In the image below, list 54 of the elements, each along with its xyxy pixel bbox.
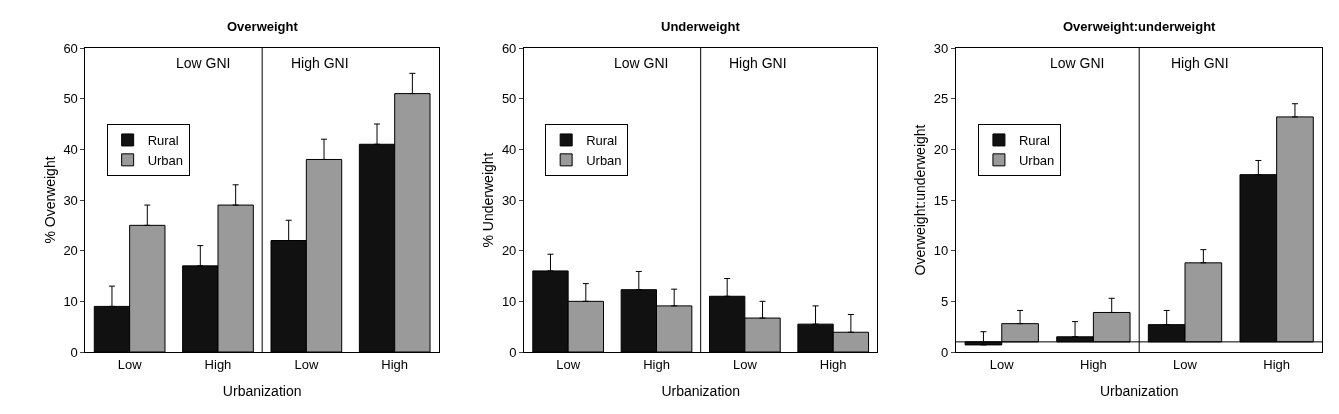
y-tick-label: 50 bbox=[501, 91, 517, 107]
legend-label: Rural bbox=[1018, 133, 1051, 149]
annotation: Low GNI bbox=[614, 55, 669, 71]
x-tick-label: High bbox=[204, 356, 232, 372]
y-axis-title: Overweight:underweight bbox=[912, 124, 929, 276]
x-tick-label: Low bbox=[556, 356, 581, 372]
annotation: High GNI bbox=[1171, 55, 1229, 71]
x-tick-label: Low bbox=[1173, 356, 1198, 372]
y-tick-label: 30 bbox=[933, 40, 949, 56]
y-tick-label: 25 bbox=[933, 91, 949, 107]
y-tick-label: 20 bbox=[63, 243, 78, 259]
annotation: High GNI bbox=[291, 55, 349, 71]
y-tick-label: 50 bbox=[63, 91, 78, 107]
y-tick-label: 30 bbox=[63, 192, 78, 208]
y-axis-title: % Underweight bbox=[480, 152, 497, 248]
legend-label: Urban bbox=[586, 152, 622, 168]
chart-title: Overweight bbox=[227, 19, 299, 34]
y-tick-label: 60 bbox=[63, 40, 78, 56]
y-tick-label: 10 bbox=[933, 243, 949, 259]
y-tick-label: 0 bbox=[70, 344, 78, 360]
x-tick-label: Low bbox=[732, 356, 758, 372]
chart-title: Underweight bbox=[661, 19, 741, 34]
chart-title: Overweight:underweight bbox=[1063, 19, 1217, 34]
y-tick-label: 40 bbox=[63, 141, 78, 157]
annotation: Low GNI bbox=[176, 55, 231, 71]
legend-label: Rural bbox=[147, 133, 179, 149]
x-tick-label: High bbox=[819, 356, 847, 372]
legend-label: Rural bbox=[586, 133, 618, 149]
y-tick-label: 30 bbox=[501, 192, 517, 208]
y-tick-label: 10 bbox=[63, 293, 78, 309]
x-axis-title: Urbanization bbox=[222, 382, 302, 399]
x-tick-label: High bbox=[643, 356, 670, 372]
y-tick-label: 15 bbox=[933, 192, 949, 208]
x-tick-label: High bbox=[1080, 356, 1107, 372]
x-axis-title: Urbanization bbox=[661, 382, 740, 399]
y-tick-label: 0 bbox=[941, 344, 949, 360]
y-tick-label: 10 bbox=[501, 293, 517, 309]
x-tick-label: High bbox=[381, 356, 409, 372]
x-tick-label: Low bbox=[117, 356, 143, 372]
x-tick-label: Low bbox=[989, 356, 1015, 372]
y-tick-label: 60 bbox=[501, 40, 517, 56]
legend-label: Urban bbox=[1018, 152, 1055, 168]
x-tick-label: High bbox=[1263, 356, 1291, 372]
y-tick-label: 5 bbox=[941, 293, 949, 309]
y-tick-label: 40 bbox=[501, 141, 517, 157]
x-axis-title: Urbanization bbox=[1099, 382, 1179, 399]
annotation: High GNI bbox=[729, 55, 787, 71]
y-tick-label: 20 bbox=[501, 243, 517, 259]
annotation: Low GNI bbox=[1050, 55, 1105, 71]
x-tick-label: Low bbox=[294, 356, 319, 372]
y-axis-title: % Overweight bbox=[41, 156, 58, 244]
legend-label: Urban bbox=[147, 152, 184, 168]
y-tick-label: 20 bbox=[933, 141, 949, 157]
y-tick-label: 0 bbox=[509, 344, 517, 360]
